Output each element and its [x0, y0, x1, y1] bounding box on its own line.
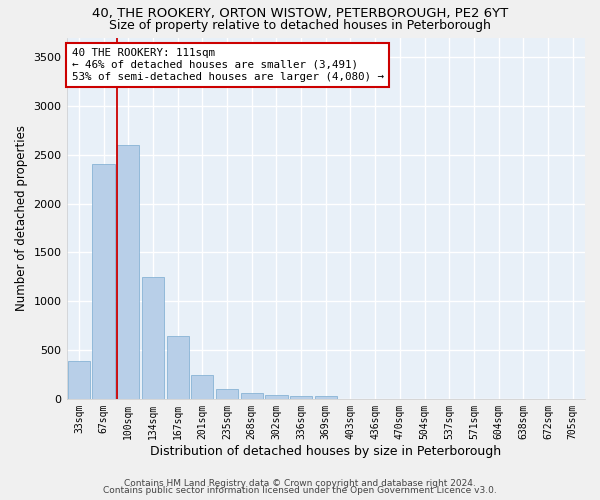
Bar — [142, 277, 164, 399]
Bar — [117, 145, 139, 399]
Text: Size of property relative to detached houses in Peterborough: Size of property relative to detached ho… — [109, 19, 491, 32]
Bar — [265, 395, 287, 399]
X-axis label: Distribution of detached houses by size in Peterborough: Distribution of detached houses by size … — [150, 444, 502, 458]
Text: 40, THE ROOKERY, ORTON WISTOW, PETERBOROUGH, PE2 6YT: 40, THE ROOKERY, ORTON WISTOW, PETERBORO… — [92, 8, 508, 20]
Bar — [92, 164, 115, 399]
Bar — [167, 336, 189, 399]
Text: Contains HM Land Registry data © Crown copyright and database right 2024.: Contains HM Land Registry data © Crown c… — [124, 478, 476, 488]
Bar — [191, 375, 214, 399]
Bar — [68, 360, 90, 399]
Bar — [216, 388, 238, 399]
Bar — [290, 396, 312, 399]
Bar — [314, 396, 337, 399]
Text: Contains public sector information licensed under the Open Government Licence v3: Contains public sector information licen… — [103, 486, 497, 495]
Y-axis label: Number of detached properties: Number of detached properties — [15, 125, 28, 311]
Text: 40 THE ROOKERY: 111sqm
← 46% of detached houses are smaller (3,491)
53% of semi-: 40 THE ROOKERY: 111sqm ← 46% of detached… — [72, 48, 384, 82]
Bar — [241, 394, 263, 399]
